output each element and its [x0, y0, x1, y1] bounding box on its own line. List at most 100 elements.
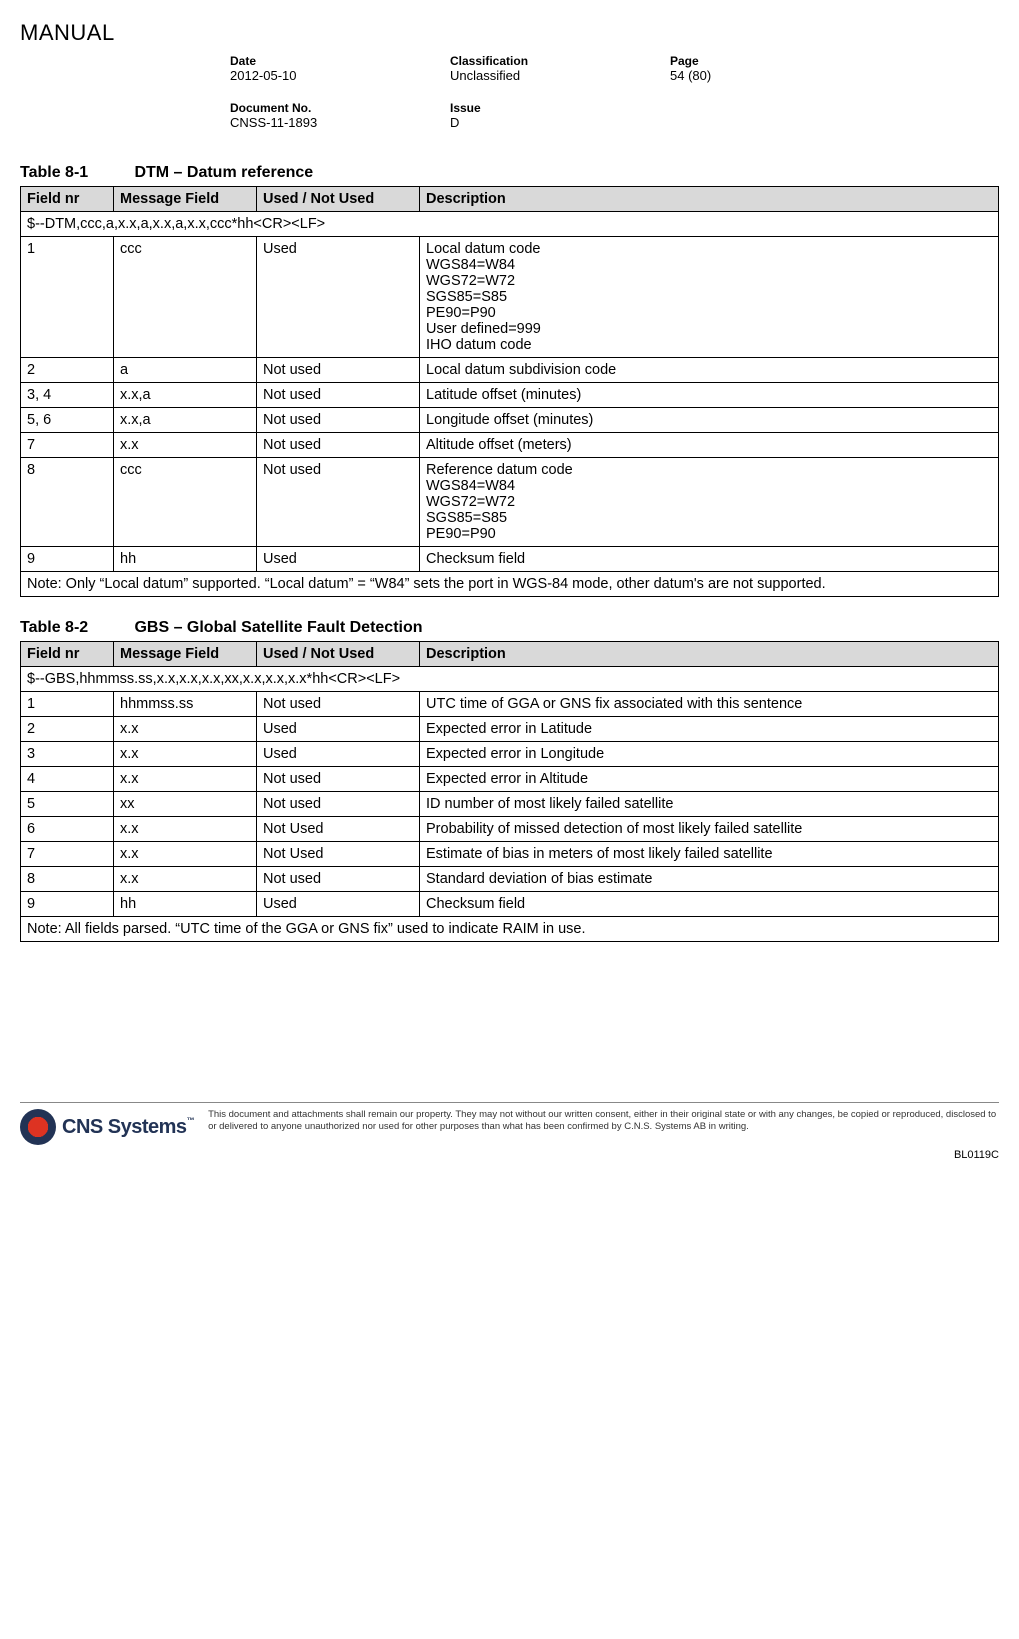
date-label: Date: [230, 54, 450, 68]
table-cell: x.x: [114, 817, 257, 842]
table-cell: Used: [257, 717, 420, 742]
classification-label: Classification: [450, 54, 670, 68]
table-cell: hhmmss.ss: [114, 692, 257, 717]
table-cell: Not Used: [257, 842, 420, 867]
table-1-caption-num: Table 8-1: [20, 164, 130, 182]
table-cell: x.x: [114, 767, 257, 792]
table-cell: Not used: [257, 408, 420, 433]
table-row: 5, 6x.x,aNot usedLongitude offset (minut…: [21, 408, 999, 433]
table-row: 4x.xNot usedExpected error in Altitude: [21, 767, 999, 792]
page-footer: CNS Systems™ This document and attachmen…: [20, 1102, 999, 1145]
table-cell: Checksum field: [420, 892, 999, 917]
table-cell: 7: [21, 433, 114, 458]
format-line: $--GBS,hhmmss.ss,x.x,x.x,x.x,xx,x.x,x.x,…: [21, 667, 999, 692]
table-cell: Checksum field: [420, 547, 999, 572]
issue-label: Issue: [450, 101, 670, 115]
col-description: Description: [420, 642, 999, 667]
table-cell: Not used: [257, 433, 420, 458]
col-description: Description: [420, 187, 999, 212]
table-2-caption: Table 8-2 GBS – Global Satellite Fault D…: [20, 619, 999, 637]
document-metadata: Date 2012-05-10 Classification Unclassif…: [230, 54, 999, 140]
table-cell: 2: [21, 358, 114, 383]
table-cell: Probability of missed detection of most …: [420, 817, 999, 842]
table-cell: x.x: [114, 433, 257, 458]
table-cell: 3: [21, 742, 114, 767]
logo-icon: [20, 1109, 56, 1145]
footer-legal-text: This document and attachments shall rema…: [208, 1109, 999, 1134]
table-cell: x.x: [114, 717, 257, 742]
table-2-caption-text: GBS – Global Satellite Fault Detection: [134, 619, 422, 636]
date-value: 2012-05-10: [230, 68, 450, 83]
table-cell: 8: [21, 867, 114, 892]
table-row: 7x.xNot usedAltitude offset (meters): [21, 433, 999, 458]
col-message-field: Message Field: [114, 642, 257, 667]
table-cell: a: [114, 358, 257, 383]
table-row: 3x.xUsedExpected error in Longitude: [21, 742, 999, 767]
col-field-nr: Field nr: [21, 642, 114, 667]
table-cell: Not used: [257, 767, 420, 792]
table-cell: Expected error in Altitude: [420, 767, 999, 792]
table-cell: Not used: [257, 867, 420, 892]
docno-label: Document No.: [230, 101, 450, 115]
table-cell: 7: [21, 842, 114, 867]
page-value: 54 (80): [670, 68, 890, 83]
table-cell: 4: [21, 767, 114, 792]
table-row: 9hhUsedChecksum field: [21, 547, 999, 572]
table-cell: Not used: [257, 458, 420, 547]
table-cell: Standard deviation of bias estimate: [420, 867, 999, 892]
table-cell: UTC time of GGA or GNS fix associated wi…: [420, 692, 999, 717]
col-message-field: Message Field: [114, 187, 257, 212]
table-row: 1cccUsedLocal datum codeWGS84=W84WGS72=W…: [21, 237, 999, 358]
classification-value: Unclassified: [450, 68, 670, 83]
docno-value: CNSS-11-1893: [230, 115, 450, 130]
table-cell: Used: [257, 547, 420, 572]
table-cell: Latitude offset (minutes): [420, 383, 999, 408]
table-cell: Used: [257, 892, 420, 917]
company-logo: CNS Systems™: [20, 1109, 194, 1145]
table-cell: ID number of most likely failed satellit…: [420, 792, 999, 817]
table-cell: Not used: [257, 358, 420, 383]
table-cell: 8: [21, 458, 114, 547]
table-note: Note: Only “Local datum” supported. “Loc…: [21, 572, 999, 597]
table-cell: 2: [21, 717, 114, 742]
table-cell: x.x: [114, 742, 257, 767]
table-cell: 1: [21, 692, 114, 717]
table-cell: 6: [21, 817, 114, 842]
table-cell: x.x,a: [114, 383, 257, 408]
table-gbs: Field nr Message Field Used / Not Used D…: [20, 641, 999, 942]
table-cell: Expected error in Latitude: [420, 717, 999, 742]
table-1-caption-text: DTM – Datum reference: [134, 164, 313, 181]
table-cell: Altitude offset (meters): [420, 433, 999, 458]
footer-code: BL0119C: [20, 1149, 999, 1161]
table-cell: Expected error in Longitude: [420, 742, 999, 767]
table-cell: x.x,a: [114, 408, 257, 433]
table-cell: Used: [257, 742, 420, 767]
table-row: 6x.xNot UsedProbability of missed detect…: [21, 817, 999, 842]
format-line: $--DTM,ccc,a,x.x,a,x.x,a,x.x,ccc*hh<CR><…: [21, 212, 999, 237]
table-cell: ccc: [114, 458, 257, 547]
table-row: 3, 4x.x,aNot usedLatitude offset (minute…: [21, 383, 999, 408]
table-row: 8x.xNot usedStandard deviation of bias e…: [21, 867, 999, 892]
table-cell: 3, 4: [21, 383, 114, 408]
table-cell: Longitude offset (minutes): [420, 408, 999, 433]
table-cell: Reference datum codeWGS84=W84WGS72=W72SG…: [420, 458, 999, 547]
table-row: 2x.xUsedExpected error in Latitude: [21, 717, 999, 742]
table-row: 9hhUsedChecksum field: [21, 892, 999, 917]
table-cell: Not used: [257, 692, 420, 717]
table-cell: Estimate of bias in meters of most likel…: [420, 842, 999, 867]
table-2-caption-num: Table 8-2: [20, 619, 130, 637]
table-cell: 1: [21, 237, 114, 358]
table-1-caption: Table 8-1 DTM – Datum reference: [20, 164, 999, 182]
table-row: 1hhmmss.ssNot usedUTC time of GGA or GNS…: [21, 692, 999, 717]
table-row: 7x.xNot UsedEstimate of bias in meters o…: [21, 842, 999, 867]
table-cell: 5: [21, 792, 114, 817]
issue-value: D: [450, 115, 670, 130]
table-dtm: Field nr Message Field Used / Not Used D…: [20, 186, 999, 597]
page-label: Page: [670, 54, 890, 68]
table-cell: Local datum subdivision code: [420, 358, 999, 383]
table-row: 5xxNot usedID number of most likely fail…: [21, 792, 999, 817]
table-cell: Local datum codeWGS84=W84WGS72=W72SGS85=…: [420, 237, 999, 358]
document-type: MANUAL: [20, 20, 999, 46]
table-cell: x.x: [114, 867, 257, 892]
table-cell: hh: [114, 892, 257, 917]
